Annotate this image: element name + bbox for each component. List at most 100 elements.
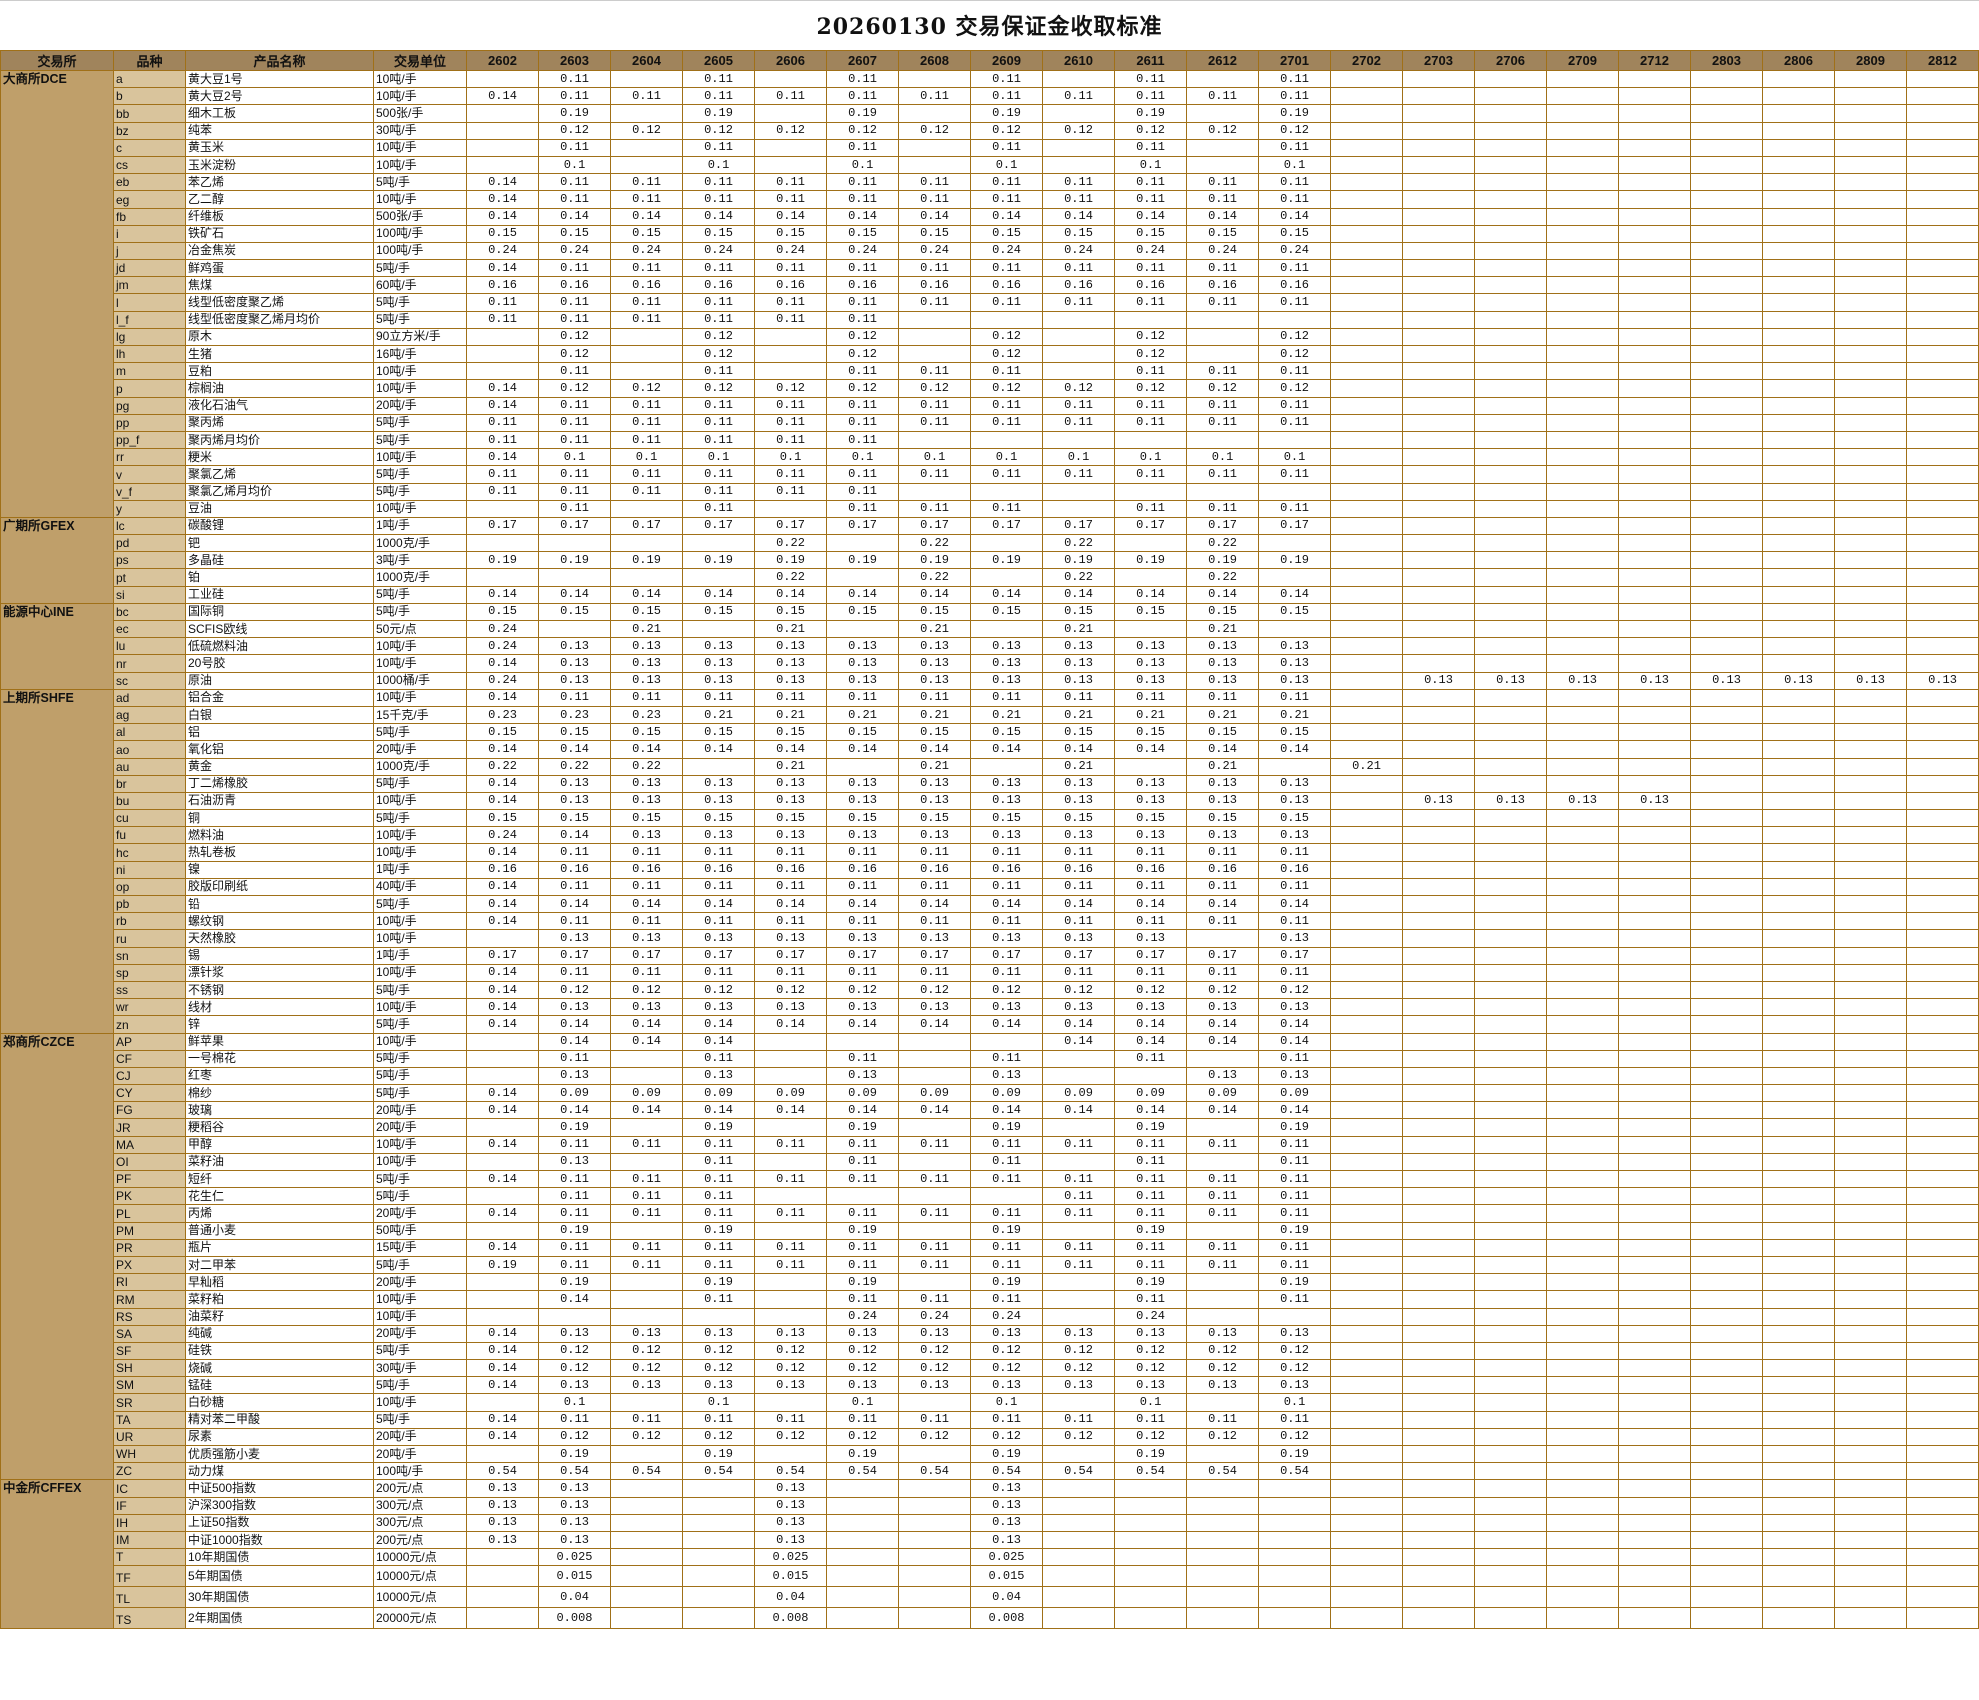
margin-rate-cell: 0.11 xyxy=(826,138,899,157)
margin-rate-cell xyxy=(1474,1204,1547,1223)
margin-rate-cell: 0.21 xyxy=(1330,757,1403,776)
margin-rate-cell: 0.11 xyxy=(970,912,1043,931)
product-code-cell: SA xyxy=(113,1324,186,1343)
margin-rate-cell xyxy=(1762,1290,1835,1309)
margin-rate-cell: 0.11 xyxy=(1258,69,1331,89)
margin-rate-cell: 0.11 xyxy=(1186,259,1259,278)
margin-rate-cell: 0.54 xyxy=(898,1462,971,1481)
trading-unit-cell: 5吨/手 xyxy=(373,293,467,312)
margin-rate-cell xyxy=(610,1479,683,1498)
table-row: TF 5年期国债 10000元/点 0.015 0.015 0.015 xyxy=(1,1565,1979,1588)
margin-rate-cell: 0.21 xyxy=(1042,619,1115,639)
margin-rate-cell: 0.19 xyxy=(466,1255,539,1275)
margin-rate-cell: 0.17 xyxy=(610,516,683,536)
margin-rate-cell: 0.13 xyxy=(898,637,971,656)
margin-rate-cell xyxy=(1474,1462,1547,1481)
margin-rate-cell xyxy=(1762,87,1835,106)
margin-rate-cell: 0.14 xyxy=(466,894,539,914)
margin-rate-cell xyxy=(1618,602,1691,622)
margin-rate-cell xyxy=(1042,69,1115,89)
margin-rate-cell: 0.13 xyxy=(610,791,683,811)
margin-rate-cell xyxy=(1474,1273,1547,1292)
product-code-cell: bb xyxy=(113,104,186,123)
margin-rate-cell xyxy=(1834,688,1907,707)
product-code-cell: lu xyxy=(113,637,186,656)
margin-rate-cell xyxy=(1402,688,1475,707)
margin-rate-cell xyxy=(1618,1444,1691,1464)
margin-rate-cell xyxy=(1690,1359,1763,1378)
margin-rate-cell xyxy=(1762,1152,1835,1172)
margin-rate-cell xyxy=(1258,1496,1331,1515)
margin-rate-cell xyxy=(1906,1324,1979,1343)
margin-rate-cell xyxy=(1762,362,1835,381)
trading-unit-cell: 10吨/手 xyxy=(373,1307,467,1326)
margin-rate-cell xyxy=(1834,843,1907,862)
margin-rate-cell xyxy=(466,1187,539,1206)
margin-rate-cell: 0.14 xyxy=(1258,894,1331,914)
margin-rate-cell xyxy=(1906,1359,1979,1378)
margin-rate-cell xyxy=(1546,396,1619,415)
margin-rate-cell: 0.13 xyxy=(1042,1324,1115,1343)
margin-rate-cell xyxy=(1906,568,1979,587)
margin-rate-cell: 0.12 xyxy=(682,327,755,347)
margin-rate-cell xyxy=(1834,1324,1907,1343)
margin-rate-cell: 0.11 xyxy=(826,310,899,329)
margin-rate-cell: 0.11 xyxy=(826,912,899,931)
margin-rate-cell: 0.14 xyxy=(466,1084,539,1103)
product-name-cell: 菜籽粕 xyxy=(185,1290,374,1309)
margin-rate-cell: 0.015 xyxy=(538,1565,611,1588)
product-code-cell: nr xyxy=(113,654,186,673)
margin-rate-cell: 0.11 xyxy=(1042,87,1115,106)
margin-rate-cell: 0.008 xyxy=(970,1607,1043,1630)
margin-rate-cell: 0.11 xyxy=(1258,843,1331,862)
margin-rate-cell: 0.15 xyxy=(538,723,611,742)
margin-rate-cell xyxy=(1546,1410,1619,1429)
margin-rate-cell xyxy=(1618,190,1691,209)
margin-rate-cell xyxy=(1690,774,1763,793)
margin-rate-cell: 0.11 xyxy=(1042,1187,1115,1206)
table-row: wr 线材 10吨/手 0.14 0.13 0.13 0.13 0.13 0.13 0.13 0.1… xyxy=(1,998,1979,1017)
margin-rate-cell xyxy=(1258,568,1331,587)
margin-rate-cell xyxy=(826,568,899,587)
margin-rate-cell xyxy=(1474,980,1547,1000)
margin-rate-cell: 0.11 xyxy=(1114,963,1187,982)
margin-rate-cell: 0.17 xyxy=(970,516,1043,536)
margin-rate-cell: 0.14 xyxy=(1042,740,1115,759)
margin-rate-cell: 0.13 xyxy=(826,826,899,845)
margin-rate-cell xyxy=(1762,1530,1835,1550)
margin-rate-cell: 0.12 xyxy=(1114,1359,1187,1378)
margin-rate-cell xyxy=(1834,516,1907,536)
margin-rate-cell: 0.12 xyxy=(538,344,611,364)
product-code-cell: T xyxy=(113,1548,186,1567)
margin-rate-cell: 0.16 xyxy=(754,276,827,295)
margin-rate-cell xyxy=(1258,482,1331,501)
margin-rate-cell: 0.12 xyxy=(754,980,827,1000)
margin-rate-cell: 0.12 xyxy=(1042,121,1115,140)
trading-unit-cell: 100吨/手 xyxy=(373,241,467,261)
margin-rate-cell: 0.12 xyxy=(1114,1427,1187,1447)
margin-rate-cell: 0.13 xyxy=(898,791,971,811)
margin-rate-cell xyxy=(1906,740,1979,759)
margin-rate-cell: 0.19 xyxy=(682,1273,755,1292)
margin-rate-cell xyxy=(1330,1513,1403,1532)
margin-rate-cell: 0.13 xyxy=(826,654,899,673)
margin-rate-cell xyxy=(1546,259,1619,278)
margin-rate-cell xyxy=(1546,1586,1619,1609)
trading-unit-cell: 10吨/手 xyxy=(373,791,467,811)
margin-rate-cell xyxy=(1618,619,1691,639)
trading-unit-cell: 20吨/手 xyxy=(373,1324,467,1343)
margin-rate-cell xyxy=(1690,1169,1763,1189)
margin-rate-cell: 0.11 xyxy=(538,190,611,209)
table-row: l 线型低密度聚乙烯 5吨/手 0.11 0.11 0.11 0.11 0.11 0.11 0.1… xyxy=(1,293,1979,312)
margin-rate-cell xyxy=(1618,740,1691,759)
product-name-cell: 白银 xyxy=(185,705,374,725)
table-row: j 冶金焦炭 100吨/手 0.24 0.24 0.24 0.24 0.24 0.24 0.24 0… xyxy=(1,241,1979,261)
margin-rate-cell: 0.11 xyxy=(682,499,755,518)
margin-rate-cell xyxy=(1330,344,1403,364)
product-code-cell: i xyxy=(113,224,186,243)
table-row: cu 铜 5吨/手 0.15 0.15 0.15 0.15 0.15 0.15 0.15 0.15 0… xyxy=(1,809,1979,828)
margin-rate-cell xyxy=(1690,1135,1763,1154)
margin-rate-cell: 0.14 xyxy=(826,1015,899,1034)
margin-rate-cell: 0.12 xyxy=(682,980,755,1000)
margin-rate-cell: 0.13 xyxy=(898,1376,971,1395)
